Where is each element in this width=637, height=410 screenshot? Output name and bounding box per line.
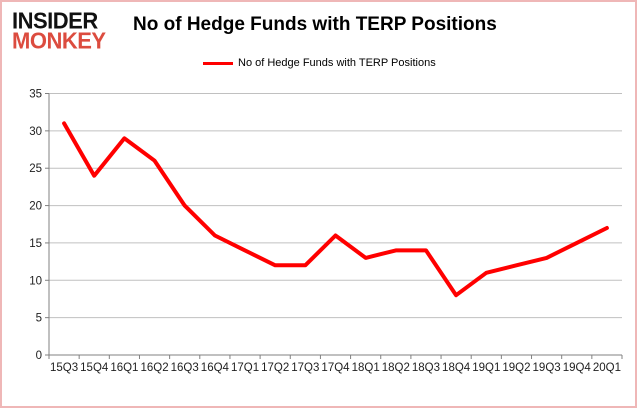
x-tick-label: 18Q1 <box>352 362 380 374</box>
x-tick-label: 17Q1 <box>231 362 259 374</box>
x-tick-label: 16Q1 <box>110 362 138 374</box>
y-tick-label: 35 <box>29 89 42 101</box>
chart-title: No of Hedge Funds with TERP Positions <box>133 14 497 35</box>
legend-label: No of Hedge Funds with TERP Positions <box>238 57 436 69</box>
y-tick-label: 10 <box>29 275 42 287</box>
logo-word-insider: INSIDER <box>12 7 98 34</box>
x-tick-label: 20Q1 <box>593 362 621 374</box>
x-tick-label: 15Q4 <box>80 362 109 374</box>
y-tick-label: 30 <box>29 126 42 138</box>
x-tick-label: 18Q2 <box>382 362 410 374</box>
x-tick-label: 19Q1 <box>472 362 500 374</box>
x-tick-label: 17Q2 <box>261 362 289 374</box>
x-tick-label: 16Q4 <box>201 362 230 374</box>
x-tick-label: 18Q3 <box>412 362 440 374</box>
y-tick-label: 25 <box>29 163 42 175</box>
insider-monkey-logo: INSIDER MONKEY <box>12 7 106 54</box>
x-tick-label: 19Q3 <box>533 362 561 374</box>
x-tick-label: 16Q2 <box>140 362 168 374</box>
legend-line-swatch <box>203 61 233 65</box>
legend: No of Hedge Funds with TERP Positions <box>203 57 436 69</box>
x-tick-label: 17Q3 <box>291 362 319 374</box>
logo-word-monkey: MONKEY <box>12 27 106 54</box>
x-tick-label: 15Q3 <box>50 362 78 374</box>
y-tick-label: 15 <box>29 238 42 250</box>
x-tick-label: 18Q4 <box>442 362 471 374</box>
x-tick-label: 17Q4 <box>321 362 350 374</box>
y-tick-label: 5 <box>36 313 42 325</box>
x-tick-label: 19Q4 <box>563 362 592 374</box>
x-tick-label: 19Q2 <box>502 362 530 374</box>
y-tick-label: 20 <box>29 201 42 213</box>
series-line <box>62 121 609 298</box>
y-tick-label: 0 <box>36 350 42 362</box>
x-tick-label: 16Q3 <box>171 362 199 374</box>
